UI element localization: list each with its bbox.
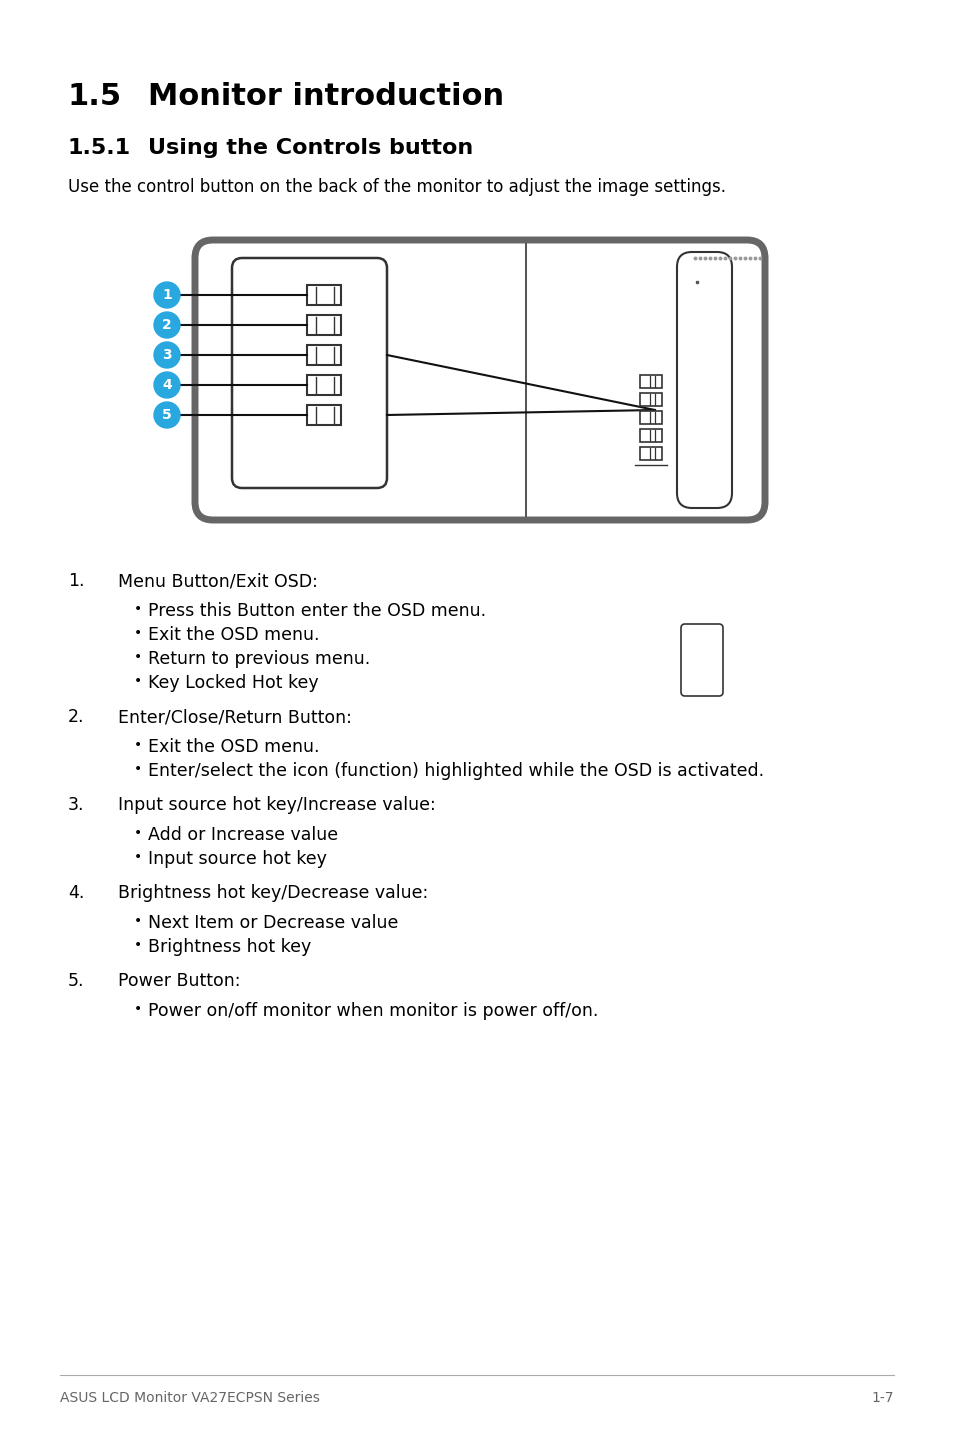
Text: 4.: 4. [68,884,84,902]
Text: Add or Increase value: Add or Increase value [148,825,337,844]
Bar [639,411,661,424]
Text: •: • [133,674,142,687]
Text: Exit the OSD menu.: Exit the OSD menu. [148,626,319,644]
Text: 1: 1 [162,288,172,302]
Circle shape [153,342,180,368]
Circle shape [153,282,180,308]
Bar [639,393,661,406]
Text: •: • [133,650,142,664]
Text: 1.5.1: 1.5.1 [68,138,131,158]
Text: Brightness hot key/Decrease value:: Brightness hot key/Decrease value: [118,884,428,902]
Bar [307,375,340,395]
Bar [307,345,340,365]
Text: 4: 4 [162,378,172,393]
Text: •: • [133,915,142,928]
Bar [639,375,661,388]
Text: Enter/select the icon (function) highlighted while the OSD is activated.: Enter/select the icon (function) highlig… [148,762,763,779]
Text: 5.: 5. [68,972,85,989]
Bar [307,406,340,426]
Text: Exit the OSD menu.: Exit the OSD menu. [148,738,319,756]
Text: 3: 3 [162,348,172,362]
Bar [639,429,661,441]
Text: Use the control button on the back of the monitor to adjust the image settings.: Use the control button on the back of th… [68,178,725,196]
FancyBboxPatch shape [232,257,387,487]
Text: Monitor introduction: Monitor introduction [148,82,503,111]
Text: 1-7: 1-7 [871,1391,893,1405]
FancyBboxPatch shape [194,240,764,521]
Text: 1.: 1. [68,572,85,590]
Text: Brightness hot key: Brightness hot key [148,938,311,956]
Text: 1.5: 1.5 [68,82,122,111]
Text: Input source hot key: Input source hot key [148,850,327,869]
Bar [307,285,340,305]
Text: Power on/off monitor when monitor is power off/on.: Power on/off monitor when monitor is pow… [148,1002,598,1020]
Text: •: • [133,1002,142,1017]
Bar [639,447,661,460]
Circle shape [153,372,180,398]
Text: Return to previous menu.: Return to previous menu. [148,650,370,669]
Text: •: • [133,762,142,777]
Text: Enter/Close/Return Button:: Enter/Close/Return Button: [118,707,352,726]
Text: ASUS LCD Monitor VA27ECPSN Series: ASUS LCD Monitor VA27ECPSN Series [60,1391,319,1405]
Text: Menu Button/Exit OSD:: Menu Button/Exit OSD: [118,572,317,590]
Text: Next Item or Decrease value: Next Item or Decrease value [148,915,398,932]
Text: Using the Controls button: Using the Controls button [148,138,473,158]
FancyBboxPatch shape [680,624,722,696]
Text: Input source hot key/Increase value:: Input source hot key/Increase value: [118,797,436,814]
Text: Key Locked Hot key: Key Locked Hot key [148,674,318,692]
FancyBboxPatch shape [677,252,731,508]
Text: •: • [133,938,142,952]
Text: Power Button:: Power Button: [118,972,240,989]
Bar [307,315,340,335]
Text: •: • [133,738,142,752]
Text: 3.: 3. [68,797,85,814]
Text: 2.: 2. [68,707,85,726]
Text: •: • [133,825,142,840]
Text: •: • [133,850,142,864]
Text: 2: 2 [162,318,172,332]
Text: 5: 5 [162,408,172,421]
Text: •: • [133,626,142,640]
Circle shape [153,312,180,338]
Text: Press this Button enter the OSD menu.: Press this Button enter the OSD menu. [148,603,486,620]
Circle shape [153,403,180,429]
Text: •: • [133,603,142,615]
